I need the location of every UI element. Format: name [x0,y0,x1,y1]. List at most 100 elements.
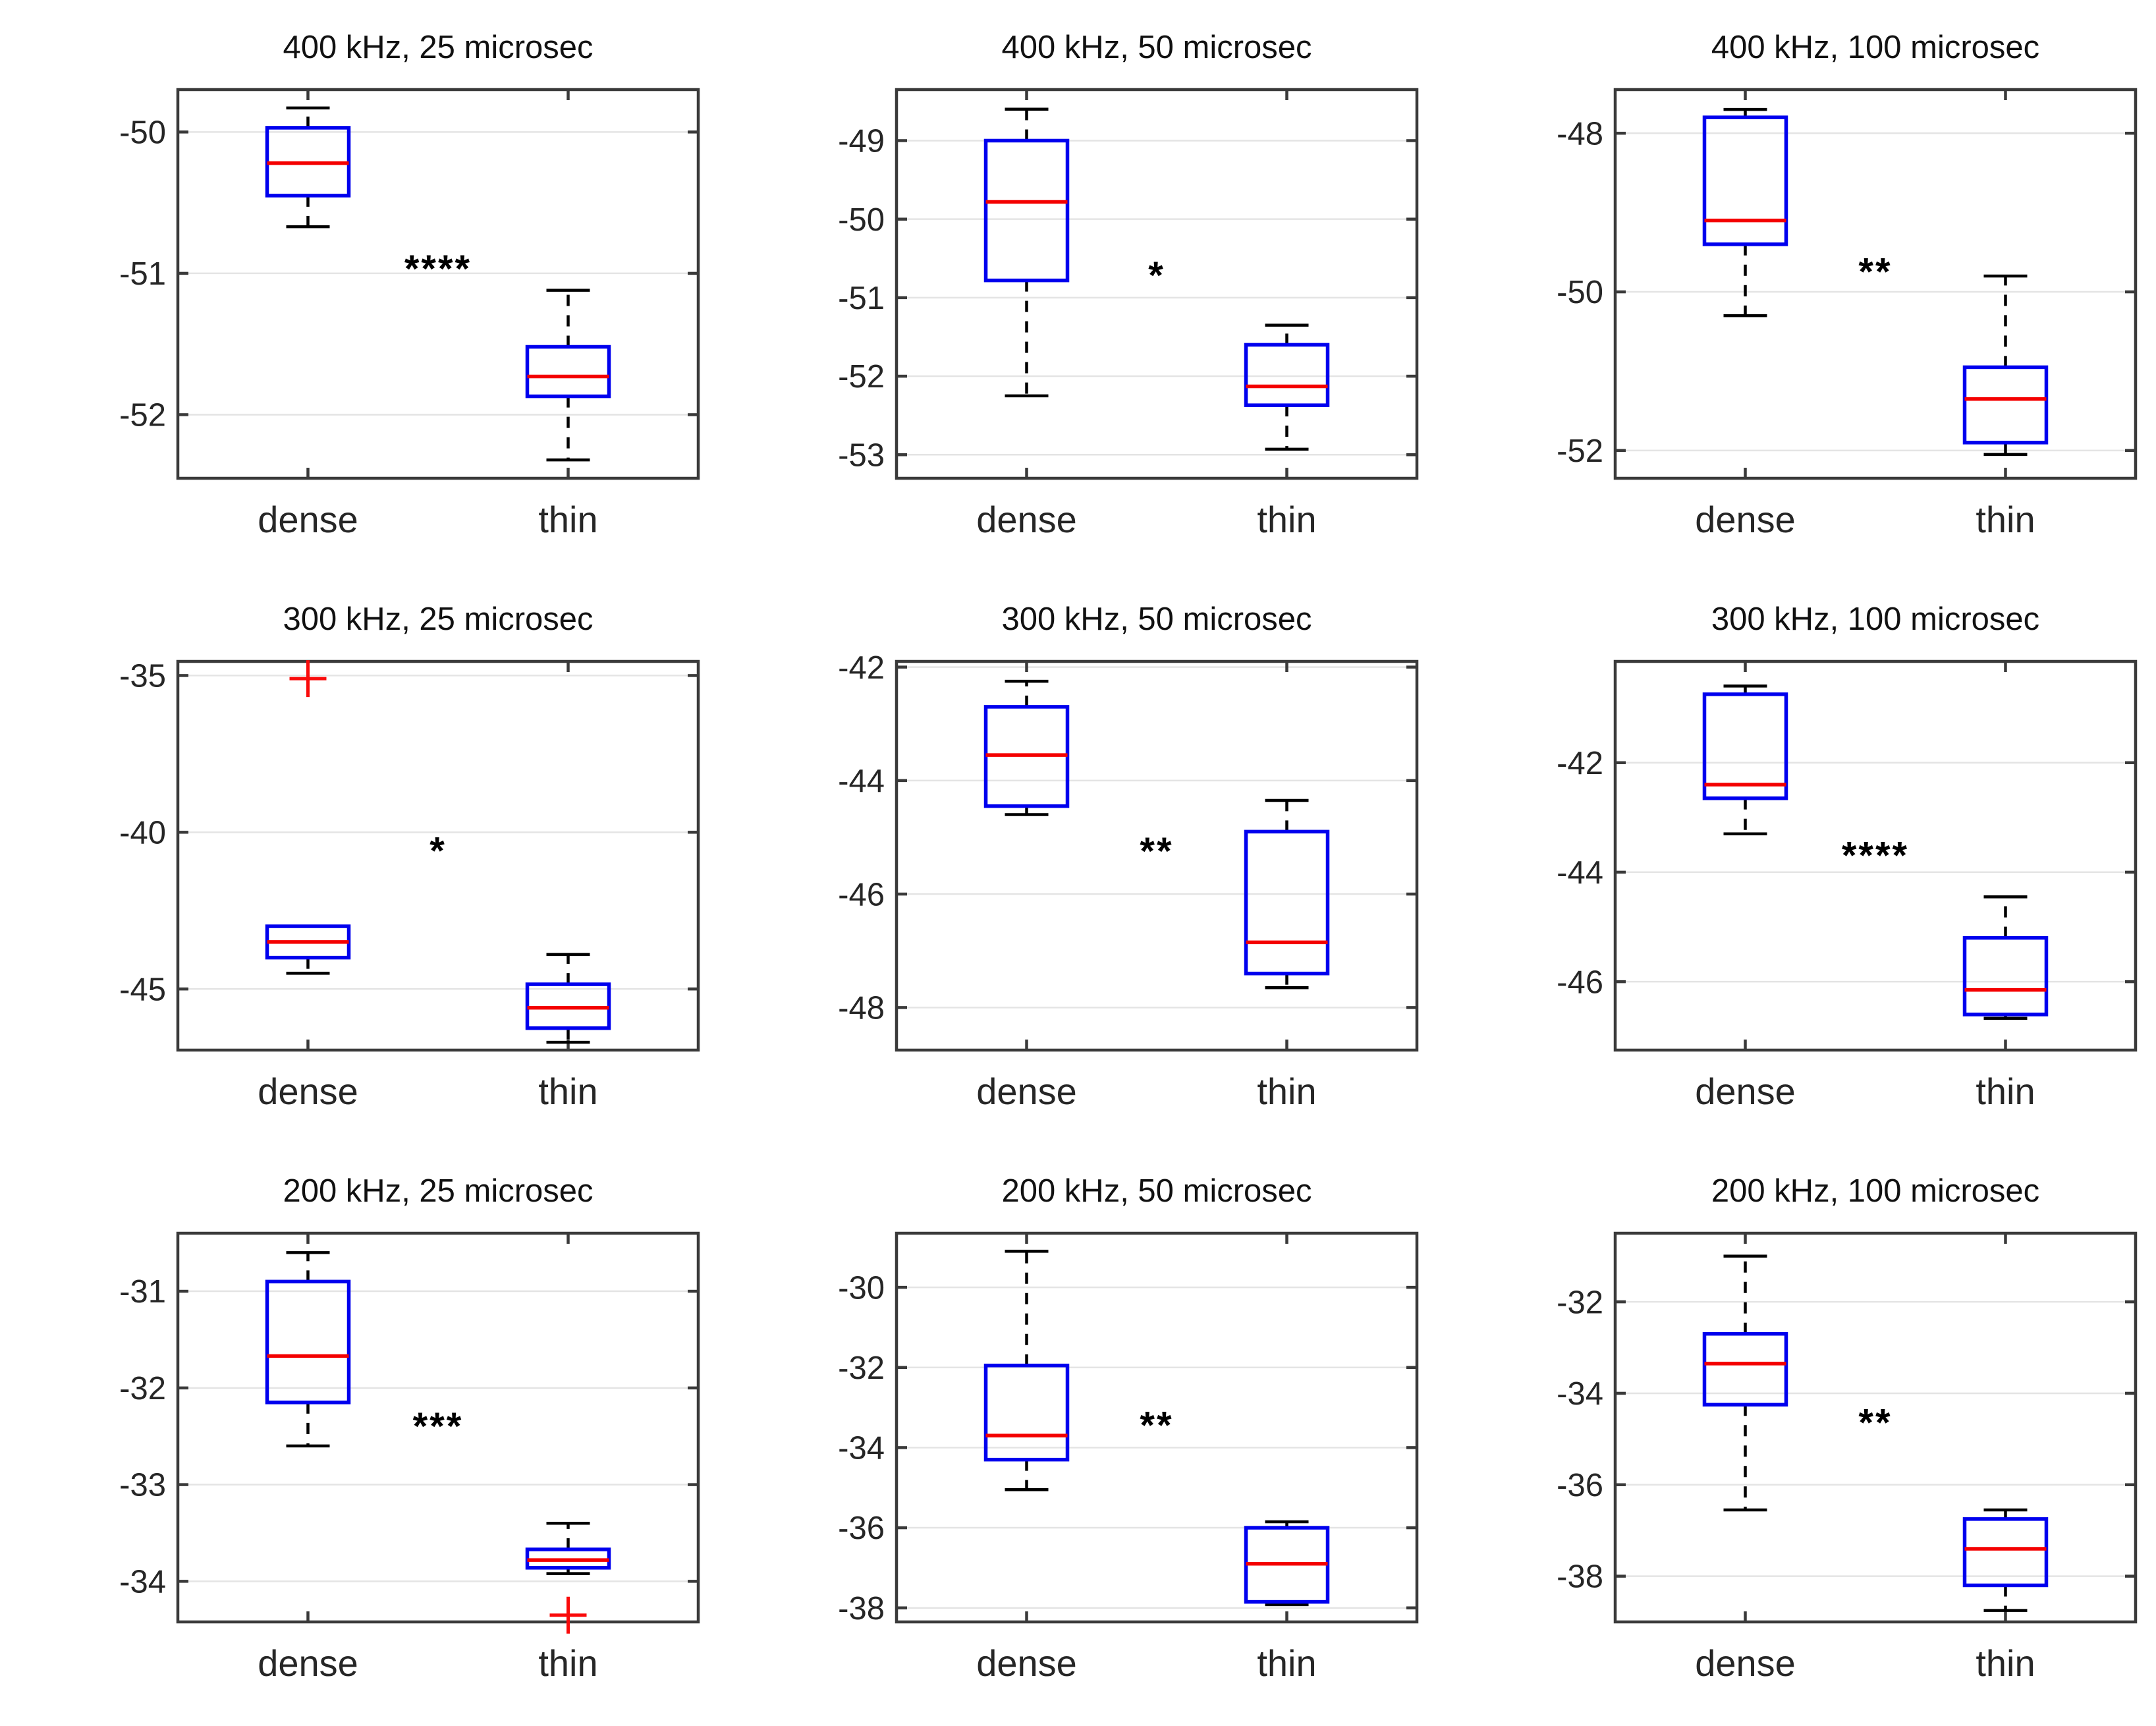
boxplot-canvas-300khz-100microsec: -42 -44 -46 dense thin **** [1557,659,2138,1112]
y-tick-label: -49 [838,124,885,159]
significance-stars: * [429,829,447,872]
y-tick-label: -34 [119,1565,166,1600]
iqr-box-dense [265,1279,351,1405]
subplot-title: 400 kHz, 100 microsec [1711,30,2040,65]
plot-border [895,659,1419,1052]
y-tick-label: -45 [119,972,166,1007]
y-tick-label: -40 [119,815,166,850]
x-category-label: thin [1257,1071,1316,1112]
x-category-label: thin [538,499,597,540]
x-category-label: thin [1976,1071,2035,1112]
subplot-300khz-100microsec: 300 kHz, 100 microsec -42 -44 -46 dense thin… [1464,582,2156,1154]
boxplot-canvas-400khz-50microsec: -49 -50 -51 -52 -53 dense thin * [838,88,1419,540]
x-category-label: thin [1257,1642,1316,1684]
boxplot-canvas-200khz-100microsec: -32 -34 -36 -38 dense thin ** [1557,1231,2138,1684]
subplot-400khz-25microsec: 400 kHz, 25 microsec -50 -51 -52 dense thin *… [26,11,745,582]
y-tick-label: -32 [838,1350,885,1386]
significance-stars: *** [413,1405,464,1448]
boxplot-canvas-300khz-25microsec: -35 -40 -45 dense thin * [119,659,700,1112]
y-tick-label: -44 [1557,855,1603,891]
y-tick-label: -42 [1557,746,1603,781]
boxplot-canvas-400khz-25microsec: -50 -51 -52 dense thin **** [119,88,700,540]
iqr-box-thin [1962,1517,2049,1588]
iqr-box-dense [983,138,1070,283]
x-category-label: dense [258,499,358,540]
subplot-300khz-25microsec: 300 kHz, 25 microsec -35 -40 -45 dense thin * [26,582,745,1154]
subplot-title: 200 kHz, 100 microsec [1711,1173,2040,1209]
significance-stars: * [1148,254,1165,297]
boxplot-canvas-400khz-100microsec: -48 -50 -52 dense thin ** [1557,88,2138,540]
y-tick-label: -42 [838,650,885,686]
x-category-label: dense [976,499,1077,540]
subplot-200khz-25microsec: 200 kHz, 25 microsec -31 -32 -33 -34 dense th… [26,1154,745,1726]
x-category-label: dense [1695,1071,1796,1112]
subplot-title: 400 kHz, 25 microsec [283,30,594,65]
y-tick-label: -34 [1557,1376,1603,1412]
y-tick-label: -34 [838,1431,885,1466]
y-tick-label: -52 [838,359,885,395]
y-tick-label: -51 [119,256,166,292]
plot-border [895,1231,1419,1624]
plot-border [895,88,1419,480]
iqr-box-dense [1702,692,1788,800]
y-tick-label: -53 [838,437,885,473]
y-tick-label: -32 [119,1371,166,1406]
iqr-box-thin [1244,829,1330,976]
significance-stars: ** [1858,1402,1892,1445]
subplot-title: 400 kHz, 50 microsec [1001,30,1312,65]
y-tick-label: -46 [838,877,885,912]
x-category-label: thin [538,1071,597,1112]
x-category-label: dense [1695,1642,1796,1684]
subplot-title: 300 kHz, 100 microsec [1711,601,2040,637]
iqr-box-dense [1702,1331,1788,1407]
y-tick-label: -38 [1557,1559,1603,1595]
x-category-label: thin [1257,499,1316,540]
x-category-label: dense [258,1071,358,1112]
y-tick-label: -50 [119,115,166,151]
y-tick-label: -36 [1557,1468,1603,1503]
y-tick-label: -51 [838,281,885,316]
plot-border [1613,88,2138,480]
y-tick-label: -44 [838,764,885,799]
subplot-300khz-50microsec: 300 kHz, 50 microsec -42 -44 -46 -48 dense th… [745,582,1464,1154]
y-tick-label: -48 [1557,116,1603,152]
subplot-title: 300 kHz, 25 microsec [283,601,594,637]
boxplot-canvas-200khz-25microsec: -31 -32 -33 -34 dense thin *** [119,1231,700,1684]
subplot-title: 200 kHz, 50 microsec [1001,1173,1312,1209]
subplot-400khz-100microsec: 400 kHz, 100 microsec -48 -50 -52 dense thin… [1464,11,2156,582]
y-tick-label: -33 [119,1468,166,1503]
plot-border [1613,659,2138,1052]
iqr-box-thin [1244,343,1330,407]
y-tick-label: -50 [838,202,885,238]
x-category-label: thin [1976,499,2035,540]
subplot-title: 200 kHz, 25 microsec [283,1173,594,1209]
x-category-label: dense [976,1642,1077,1684]
significance-stars: **** [1842,835,1909,877]
iqr-box-thin [1962,935,2049,1016]
plot-border [176,1231,700,1624]
boxplot-canvas-300khz-50microsec: -42 -44 -46 -48 dense thin ** [838,650,1419,1112]
significance-stars: **** [404,248,472,291]
y-tick-label: -30 [838,1270,885,1306]
x-category-label: dense [1695,499,1796,540]
x-category-label: dense [258,1642,358,1684]
y-tick-label: -35 [119,659,166,694]
x-category-label: dense [976,1071,1077,1112]
subplot-200khz-100microsec: 200 kHz, 100 microsec -32 -34 -36 -38 dense t… [1464,1154,2156,1726]
iqr-box-dense [1702,115,1788,246]
y-tick-label: -31 [119,1274,166,1310]
y-tick-label: -38 [838,1591,885,1627]
y-tick-label: -52 [1557,433,1603,469]
y-tick-label: -32 [1557,1285,1603,1320]
y-tick-label: -36 [838,1511,885,1546]
y-tick-label: -48 [838,991,885,1026]
plot-border [176,659,700,1052]
iqr-box-thin [525,345,611,399]
significance-stars: ** [1858,250,1892,293]
y-tick-label: -52 [119,398,166,433]
subplot-200khz-50microsec: 200 kHz, 50 microsec -30 -32 -34 -36 -38 dens… [745,1154,1464,1726]
boxplot-canvas-200khz-50microsec: -30 -32 -34 -36 -38 dense thin ** [838,1231,1419,1684]
significance-stars: ** [1140,830,1173,873]
x-category-label: thin [1976,1642,2035,1684]
plot-border [176,88,700,480]
